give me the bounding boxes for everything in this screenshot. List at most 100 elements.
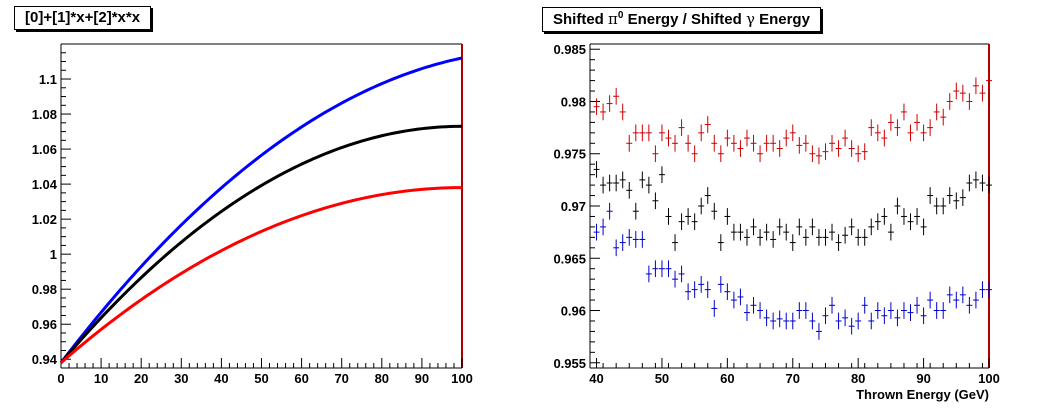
data-point-s2: [744, 304, 750, 321]
data-point-s0: [763, 134, 770, 152]
data-point-s1: [920, 218, 927, 236]
fit-curve-2: [60, 186, 463, 364]
data-point-s0: [645, 124, 652, 142]
data-point-s0: [881, 129, 888, 147]
data-point-s2: [763, 309, 770, 327]
data-point-s2: [881, 307, 888, 325]
data-point-s0: [626, 134, 633, 152]
data-point-s0: [868, 119, 875, 136]
data-point-s0: [946, 93, 953, 110]
data-point-s2: [986, 281, 992, 298]
data-point-s2: [685, 283, 692, 301]
data-point-s1: [763, 223, 770, 241]
data-point-s2: [946, 286, 953, 304]
data-point-s0: [750, 134, 757, 152]
data-point-s1: [672, 234, 679, 251]
data-point-s0: [652, 145, 659, 163]
data-point-s0: [711, 134, 718, 152]
data-point-s2: [776, 310, 783, 328]
data-point-s1: [966, 174, 973, 192]
data-point-s0: [685, 134, 692, 152]
data-point-s1: [979, 174, 986, 192]
data-point-s0: [606, 95, 613, 112]
y-tick-label: 1.1: [39, 72, 57, 87]
x-tick-label: 60: [720, 371, 734, 386]
data-point-s0: [822, 143, 829, 161]
data-point-s1: [757, 228, 764, 246]
data-point-s2: [672, 270, 679, 288]
data-point-s2: [842, 309, 849, 327]
data-point-s1: [887, 223, 894, 241]
data-point-s1: [626, 181, 633, 199]
data-point-s0: [933, 103, 940, 121]
data-point-s0: [613, 87, 620, 105]
data-point-s0: [672, 134, 679, 152]
data-point-s0: [907, 124, 914, 142]
data-point-s1: [600, 176, 607, 194]
gamma-symbol: γ: [745, 10, 755, 28]
data-point-s2: [770, 312, 777, 330]
data-point-s0: [894, 119, 901, 136]
data-point-s1: [717, 234, 724, 251]
data-point-s0: [861, 143, 868, 161]
data-point-s0: [979, 84, 986, 102]
data-point-s1: [593, 161, 600, 178]
data-point-s2: [796, 302, 803, 319]
y-tick-label: 0.955: [553, 356, 586, 371]
title-part-3: Energy: [754, 11, 810, 28]
data-point-s1: [842, 226, 849, 244]
data-point-s2: [632, 231, 639, 248]
data-point-s2: [613, 239, 620, 257]
data-point-s2: [691, 281, 698, 298]
y-tick-label: 0.96: [32, 317, 57, 332]
y-tick-label: 0.965: [553, 251, 586, 266]
data-point-s0: [815, 147, 822, 165]
data-point-s2: [855, 312, 862, 330]
x-axis-label: Thrown Energy (GeV): [856, 387, 989, 402]
data-point-s0: [986, 72, 992, 89]
y-tick-label: 1.08: [32, 107, 57, 122]
y-tick-label: 0.985: [553, 42, 586, 57]
data-point-s1: [665, 208, 672, 225]
data-point-s2: [953, 291, 960, 309]
data-point-s0: [593, 98, 600, 116]
data-point-s1: [783, 223, 790, 241]
superscript-zero: 0: [617, 10, 624, 21]
data-point-s0: [632, 124, 639, 142]
data-point-s2: [645, 265, 652, 283]
data-point-s1: [986, 176, 992, 194]
data-point-s0: [848, 140, 855, 157]
data-point-s1: [927, 187, 934, 204]
data-point-s2: [789, 312, 796, 330]
x-tick-label: 30: [174, 371, 188, 386]
x-tick-label: 40: [589, 371, 603, 386]
x-tick-label: 60: [294, 371, 308, 386]
data-point-s0: [959, 84, 966, 102]
data-point-s1: [691, 213, 698, 231]
data-point-s1: [704, 187, 711, 204]
data-point-s2: [979, 281, 986, 298]
data-point-s2: [809, 312, 816, 330]
data-point-s1: [632, 202, 639, 220]
data-point-s1: [639, 171, 646, 189]
data-point-s0: [829, 134, 835, 152]
y-tick-label: 0.97: [561, 199, 586, 214]
data-point-s1: [744, 228, 750, 246]
data-point-s1: [698, 197, 705, 215]
data-point-s1: [606, 174, 613, 192]
data-point-s1: [881, 208, 888, 225]
data-point-s1: [953, 192, 960, 210]
fit-curve-1: [59, 124, 463, 364]
data-point-s0: [900, 103, 907, 121]
data-point-s0: [972, 77, 979, 95]
data-point-s2: [966, 296, 973, 314]
x-tick-label: 80: [375, 371, 389, 386]
x-tick-label: 80: [851, 371, 865, 386]
data-point-s1: [658, 166, 665, 184]
data-point-s1: [770, 231, 777, 248]
data-point-s1: [711, 202, 718, 220]
data-point-s0: [809, 145, 816, 163]
data-point-s0: [953, 82, 960, 100]
data-point-s0: [966, 93, 973, 110]
